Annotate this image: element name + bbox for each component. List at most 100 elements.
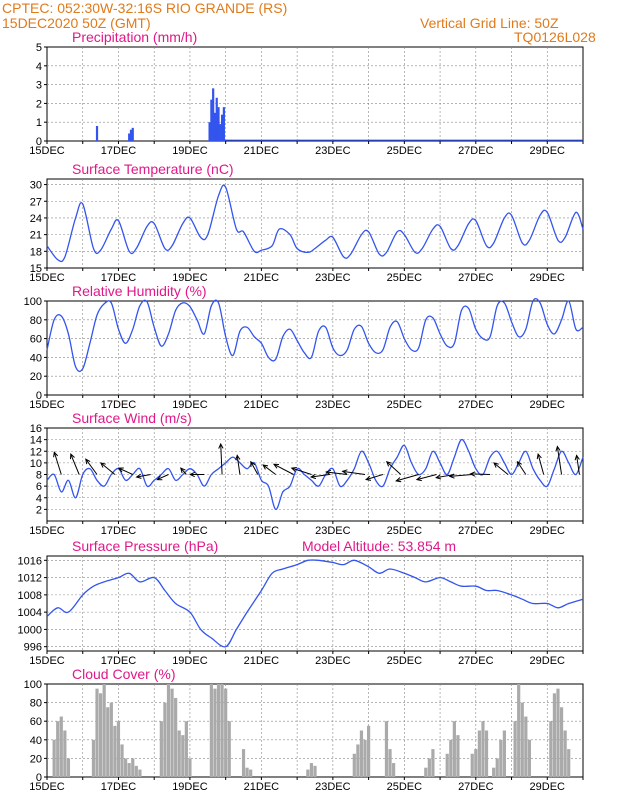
panel-title: Cloud Cover (%) (72, 666, 175, 682)
wind-arrow-shaft (53, 452, 62, 475)
wind-arrow (135, 473, 151, 479)
cloud-bar (138, 769, 142, 777)
wind-arrow (218, 442, 224, 475)
wind-arrow (53, 451, 62, 475)
wind-arrow (469, 471, 491, 477)
panel-frame (46, 46, 584, 142)
cloud-bar (116, 721, 121, 777)
cloud-bar (134, 765, 138, 777)
wind-arrow-head (325, 469, 332, 476)
panel-title: Relative Humidity (%) (72, 283, 207, 299)
wind-arrow-head (574, 454, 580, 461)
cloud-bar (106, 707, 110, 777)
y-tick-label: 1012 (18, 573, 42, 585)
wind-arrow-head (272, 463, 280, 469)
wind-arrow-shaft (416, 474, 437, 481)
x-tick-label: 17DEC (101, 399, 137, 411)
wind-arrow-head (235, 454, 241, 461)
y-tick-label: 80 (30, 315, 42, 327)
y-tick-label: 18 (30, 246, 42, 258)
cloud-bar (227, 721, 231, 777)
header-run-time: 15DEC2020 50Z (GMT) (2, 15, 151, 31)
wind-arrow-shaft (493, 462, 509, 475)
y-tick-label: 1016 (18, 555, 42, 567)
cloud-bar (556, 688, 560, 777)
x-tick-label: 15DEC (29, 399, 65, 411)
precip-bar (219, 124, 222, 141)
cloud-bar (59, 716, 63, 777)
cloud-bar (559, 707, 564, 777)
cloud-bar (245, 767, 249, 777)
cloud-bar (174, 697, 178, 777)
cloud-bar (392, 763, 396, 777)
x-tick-label: 29DEC (530, 781, 566, 793)
x-tick-label: 23DEC (315, 145, 351, 157)
x-tick-label: 15DEC (29, 525, 65, 537)
x-tick-label: 23DEC (315, 781, 351, 793)
x-tick-label: 19DEC (172, 145, 208, 157)
x-tick-label: 19DEC (172, 781, 208, 793)
x-tick-label: 25DEC (387, 399, 423, 411)
cloud-bar (367, 725, 371, 777)
precip-bar (95, 125, 99, 141)
wind-arrow-shaft (386, 461, 402, 475)
panel-2: 15 18 21 24 27 30 15DEC 17DEC 19DEC 21DEC 23DEC 25D… (29, 161, 584, 284)
panel-5: 996 1000 1004 1008 1012 1016 15DEC 17DEC 19DEC 21… (18, 538, 584, 667)
y-tick-label: 996 (24, 642, 42, 654)
wind-arrow-head (85, 458, 91, 465)
cloud-bar (209, 684, 213, 777)
y-tick-label: 4 (36, 61, 42, 73)
x-tick-label: 23DEC (315, 272, 351, 284)
panel-frame (46, 683, 584, 778)
wind-arrow-shaft (396, 474, 419, 482)
cloud-bar (63, 730, 67, 777)
y-tick-label: 4 (36, 493, 42, 505)
cloud-bar (56, 721, 60, 777)
cloud-bar (188, 758, 192, 777)
x-tick-label: 17DEC (101, 655, 137, 667)
cloud-bar (181, 735, 185, 777)
wind-arrow-shaft (273, 463, 294, 475)
wind-arrow-head (448, 473, 455, 479)
cloud-bar (163, 702, 167, 777)
cloud-bar (549, 721, 553, 777)
wind-arrow-shaft (342, 470, 366, 475)
cloud-bar (484, 730, 489, 777)
x-tick-label: 19DEC (172, 272, 208, 284)
x-tick-label: 25DEC (387, 272, 423, 284)
wind-arrow-head (555, 445, 561, 452)
cloud-bar (363, 739, 367, 777)
wind-arrow-head (415, 476, 422, 482)
panel-title: Precipitation (mm/h) (72, 29, 197, 45)
wind-arrow (189, 471, 205, 478)
precip-bar (222, 107, 225, 141)
panel-title: Surface Pressure (hPa) (72, 538, 218, 554)
cloud-bar (567, 749, 571, 777)
wind-arrow-shaft (262, 464, 276, 475)
cloud-bar (517, 684, 521, 777)
y-tick-label: 1004 (18, 607, 42, 619)
header-model: TQ0126L028 (514, 29, 596, 45)
precip-bar (213, 112, 217, 141)
y-tick-label: 21 (30, 230, 42, 242)
cloud-bar (159, 721, 163, 777)
x-tick-label: 29DEC (530, 145, 566, 157)
cloud-bar (120, 744, 124, 777)
wind-arrow-head (435, 474, 442, 480)
cloud-bar (241, 749, 246, 777)
wind-arrow-head (290, 467, 297, 472)
cloud-bar (216, 684, 221, 777)
cloud-bar (313, 765, 317, 777)
precip-bar (128, 133, 131, 141)
cloud-bar (102, 684, 106, 777)
precip-bar (131, 127, 134, 141)
series-line (46, 298, 584, 373)
precip-bar (217, 107, 220, 141)
panel-1: 0 1 2 3 4 5 15DEC 17DEC 19DEC 21DEC 23DEC 25DEC 27DE… (29, 29, 584, 157)
panel-frame (46, 555, 584, 652)
wind-arrow-head (100, 462, 106, 468)
panel-frame (46, 178, 584, 269)
